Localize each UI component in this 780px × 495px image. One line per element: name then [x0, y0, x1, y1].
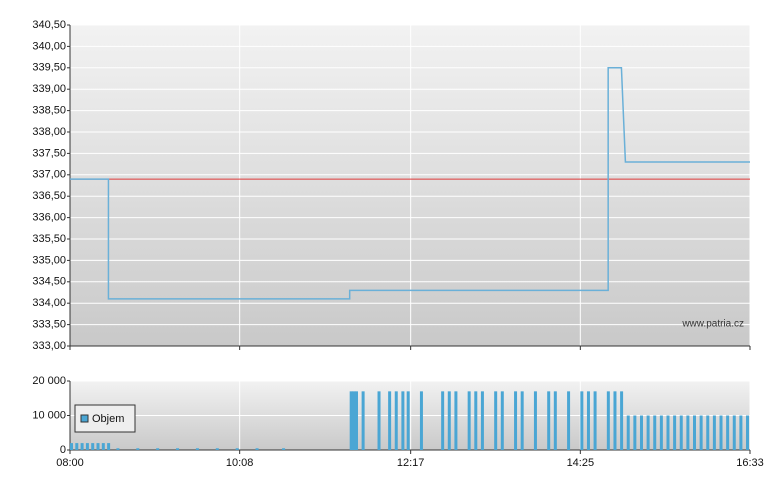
y-tick-label: 20 000 — [32, 375, 66, 387]
volume-bar — [388, 391, 392, 450]
volume-bar — [699, 415, 703, 450]
legend-swatch — [80, 414, 89, 423]
volume-bar — [401, 391, 405, 450]
y-tick-label: 338,00 — [32, 126, 66, 138]
y-tick-label: 338,50 — [32, 105, 66, 117]
y-tick-label: 337,00 — [32, 169, 66, 181]
volume-bar — [606, 391, 610, 450]
volume-bar — [91, 443, 95, 450]
volume-bar — [726, 415, 730, 450]
volume-bar — [613, 391, 617, 450]
volume-bar — [567, 391, 571, 450]
price-plot-area — [70, 25, 750, 346]
volume-bar — [646, 415, 650, 450]
volume-bar — [673, 415, 677, 450]
legend-label: Objem — [92, 413, 124, 425]
volume-bar — [580, 391, 584, 450]
volume-bar — [419, 391, 423, 450]
x-tick-label: 10:08 — [226, 457, 254, 469]
volume-bar — [686, 415, 690, 450]
volume-bar — [480, 391, 484, 450]
volume-bar — [706, 415, 710, 450]
volume-bar — [626, 415, 630, 450]
volume-bar — [441, 391, 445, 450]
volume-bar — [101, 443, 105, 450]
watermark: www.patria.cz — [681, 319, 744, 330]
y-tick-label: 0 — [60, 444, 66, 456]
y-tick-label: 333,50 — [32, 319, 66, 331]
x-tick-label: 08:00 — [56, 457, 84, 469]
volume-bar — [156, 448, 160, 450]
volume-bar — [659, 415, 663, 450]
volume-bar — [732, 415, 736, 450]
volume-bar — [712, 415, 716, 450]
y-tick-label: 334,50 — [32, 276, 66, 288]
price-line — [70, 67, 750, 300]
volume-bar — [693, 415, 697, 450]
volume-bar — [633, 415, 637, 450]
volume-bar — [107, 443, 111, 450]
volume-bar — [96, 443, 100, 450]
volume-bar — [75, 443, 79, 450]
volume-bar — [586, 391, 590, 450]
x-tick-label: 14:25 — [567, 457, 595, 469]
volume-bar — [282, 448, 286, 450]
y-tick-label: 334,00 — [32, 297, 66, 309]
y-tick-label: 340,50 — [32, 19, 66, 31]
volume-bar — [666, 415, 670, 450]
volume-bar — [447, 391, 451, 450]
volume-bar — [116, 448, 120, 450]
volume-bar — [719, 415, 723, 450]
volume-bar — [136, 448, 140, 450]
y-tick-label: 10 000 — [32, 409, 66, 421]
volume-bar — [195, 448, 199, 450]
volume-bar — [620, 391, 624, 450]
volume-bar — [533, 391, 537, 450]
volume-bar — [352, 391, 356, 450]
legend-box — [74, 404, 136, 433]
volume-bar — [553, 391, 557, 450]
volume-bar — [653, 415, 657, 450]
volume-bar — [235, 448, 239, 450]
volume-bar — [176, 448, 180, 450]
y-tick-label: 337,50 — [32, 147, 66, 159]
volume-bar — [500, 391, 504, 450]
volume-bar — [739, 415, 743, 450]
volume-bar — [467, 391, 471, 450]
volume-bar — [85, 443, 89, 450]
volume-bar — [520, 391, 524, 450]
y-tick-label: 336,50 — [32, 190, 66, 202]
x-tick-label: 16:33 — [736, 457, 764, 469]
y-tick-label: 335,50 — [32, 233, 66, 245]
y-tick-label: 336,00 — [32, 212, 66, 224]
y-tick-label: 340,00 — [32, 40, 66, 52]
volume-bar — [547, 391, 551, 450]
volume-bar — [679, 415, 683, 450]
volume-bar — [354, 391, 358, 450]
volume-bar — [349, 391, 353, 450]
volume-bar — [215, 448, 219, 450]
volume-bar — [377, 391, 381, 450]
volume-bar — [394, 391, 398, 450]
volume-bar — [406, 391, 410, 450]
y-tick-label: 339,50 — [32, 62, 66, 74]
volume-bar — [593, 391, 597, 450]
volume-bar — [70, 443, 73, 450]
y-tick-label: 335,00 — [32, 254, 66, 266]
y-tick-label: 333,00 — [32, 340, 66, 352]
volume-bar — [80, 443, 84, 450]
volume-bar — [474, 391, 478, 450]
volume-bar — [494, 391, 498, 450]
x-tick-label: 12:17 — [397, 457, 425, 469]
y-tick-label: 339,00 — [32, 83, 66, 95]
volume-bar — [639, 415, 643, 450]
volume-bar — [746, 415, 750, 450]
volume-bar — [454, 391, 458, 450]
volume-bar — [514, 391, 518, 450]
volume-bar — [255, 448, 259, 450]
volume-bar — [361, 391, 365, 450]
